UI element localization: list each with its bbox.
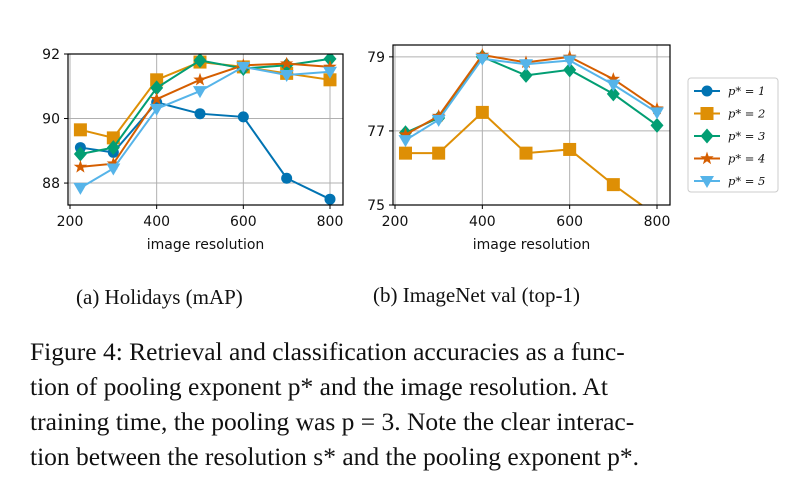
marker-square bbox=[323, 73, 337, 87]
y-tick-label: 75 bbox=[367, 198, 385, 214]
marker-square bbox=[73, 123, 87, 137]
plot-frame bbox=[392, 44, 671, 206]
legend-label: p* = 4 bbox=[728, 152, 765, 166]
chart-0: 200 400 600 800 88 90 92 image resolution bbox=[42, 47, 344, 253]
marker-diamond bbox=[519, 67, 533, 83]
series-line bbox=[404, 57, 658, 142]
x-axis-label: image resolution bbox=[147, 237, 265, 253]
marker-diamond bbox=[563, 62, 577, 78]
marker-star bbox=[398, 127, 413, 141]
series-line bbox=[405, 55, 658, 134]
series-line bbox=[405, 111, 644, 205]
caption-line: tion of pooling exponent p* and the imag… bbox=[30, 372, 608, 401]
series-group bbox=[398, 48, 664, 205]
x-axis-label: image resolution bbox=[473, 237, 591, 253]
marker-triangle bbox=[323, 66, 337, 79]
figure-caption: Figure 4: Retrieval and classification a… bbox=[30, 334, 770, 474]
marker-star bbox=[323, 59, 337, 73]
marker-triangle bbox=[606, 79, 621, 92]
y-tick-label: 90 bbox=[42, 112, 60, 128]
marker-triangle bbox=[398, 135, 413, 148]
y-tick-label: 92 bbox=[42, 47, 60, 63]
marker-square bbox=[106, 131, 120, 145]
marker-circle bbox=[281, 172, 293, 184]
x-tick-label: 200 bbox=[382, 214, 409, 230]
marker-star bbox=[606, 72, 620, 85]
marker-square bbox=[563, 142, 577, 156]
marker-triangle bbox=[149, 103, 164, 116]
marker-star bbox=[106, 156, 120, 170]
marker-diamond bbox=[73, 146, 87, 162]
legend: p* = 1 p* = 2 p* = 3 p* = 4 p* = 5 bbox=[687, 77, 779, 193]
marker-triangle bbox=[475, 53, 490, 66]
marker-square bbox=[475, 105, 489, 119]
marker-circle bbox=[194, 108, 206, 120]
marker-diamond bbox=[606, 86, 620, 102]
marker-square bbox=[519, 146, 533, 160]
marker-triangle bbox=[236, 61, 251, 74]
legend-label: p* = 3 bbox=[728, 129, 765, 143]
x-tick-label: 600 bbox=[230, 214, 257, 230]
marker-star bbox=[193, 72, 207, 86]
marker-square bbox=[606, 178, 620, 192]
marker-star bbox=[280, 56, 294, 70]
marker-triangle bbox=[431, 114, 446, 127]
marker-square bbox=[150, 73, 164, 87]
caption-line: training time, the pooling was p = 3. No… bbox=[30, 407, 635, 436]
marker-diamond bbox=[700, 128, 714, 144]
marker-square bbox=[398, 146, 412, 160]
legend-label: p* = 5 bbox=[728, 174, 765, 188]
y-tick-label: 79 bbox=[367, 50, 385, 66]
marker-diamond bbox=[150, 80, 164, 96]
x-tick-label: 200 bbox=[57, 214, 84, 230]
marker-diamond bbox=[650, 117, 664, 133]
legend-label: p* = 1 bbox=[728, 84, 765, 98]
x-tick-label: 400 bbox=[469, 214, 496, 230]
marker-triangle bbox=[73, 182, 88, 195]
series-line bbox=[404, 53, 658, 136]
marker-triangle bbox=[650, 107, 664, 120]
caption-line: tion between the resolution s* and the p… bbox=[30, 442, 640, 471]
subcaption-b: (b) ImageNet val (top-1) bbox=[373, 283, 580, 307]
marker-triangle bbox=[519, 59, 533, 72]
marker-circle bbox=[324, 193, 336, 205]
marker-star bbox=[73, 159, 88, 173]
marker-star bbox=[700, 151, 714, 165]
subcaption-a: (a) Holidays (mAP) bbox=[76, 285, 243, 309]
series-group bbox=[73, 54, 337, 205]
y-tick-label: 77 bbox=[367, 124, 385, 140]
marker-triangle bbox=[562, 55, 577, 68]
marker-circle bbox=[237, 111, 249, 123]
marker-diamond bbox=[193, 54, 207, 68]
marker-circle bbox=[701, 85, 713, 97]
marker-square bbox=[700, 107, 714, 120]
marker-diamond bbox=[106, 140, 120, 156]
marker-star bbox=[150, 92, 164, 105]
marker-square bbox=[432, 146, 446, 160]
series-line bbox=[79, 65, 331, 189]
legend-label: p* = 2 bbox=[728, 107, 765, 121]
marker-triangle bbox=[700, 176, 714, 188]
chart-1: 200 400 600 800 75 77 79 image resolution bbox=[367, 44, 671, 253]
marker-triangle bbox=[279, 69, 294, 82]
x-tick-label: 400 bbox=[143, 214, 170, 230]
marker-triangle bbox=[106, 163, 121, 176]
x-tick-label: 800 bbox=[317, 214, 344, 230]
x-tick-label: 800 bbox=[644, 214, 671, 230]
plot-frame bbox=[67, 53, 344, 206]
y-tick-label: 88 bbox=[42, 176, 60, 192]
marker-triangle bbox=[193, 86, 207, 99]
x-tick-label: 600 bbox=[556, 214, 583, 230]
caption-line: Figure 4: Retrieval and classification a… bbox=[30, 337, 625, 366]
